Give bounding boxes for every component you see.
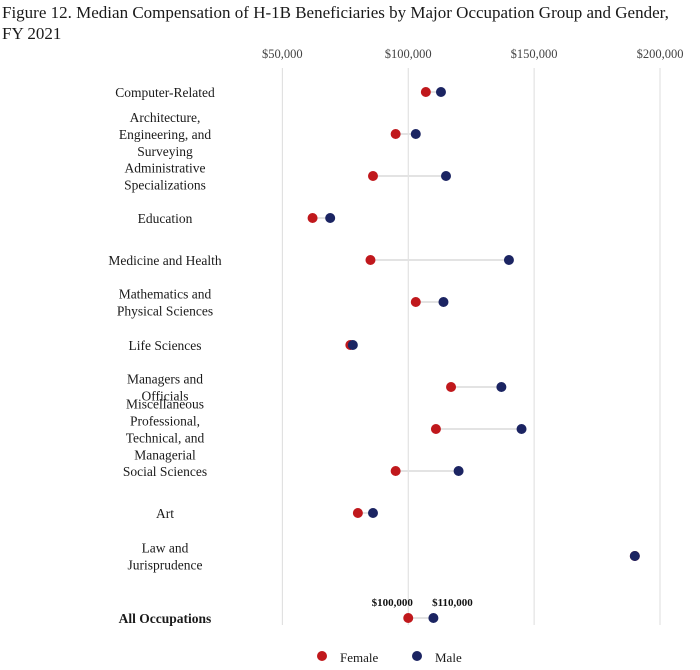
male-point (441, 171, 451, 181)
category-label: Computer-Related (115, 85, 215, 100)
category-label: Medicine and Health (108, 253, 221, 268)
legend-female-label: Female (340, 650, 378, 665)
category-label: Architecture, (130, 110, 201, 125)
female-point (367, 171, 378, 181)
x-axis-ticks: $50,000 $100,000 $150,000 $200,000 (262, 47, 683, 61)
female-point (352, 508, 363, 518)
category-label: Technical, and (126, 431, 205, 446)
category-labels: Computer-Related Architecture, Engineering… (108, 85, 221, 626)
legend-female-marker (317, 651, 327, 661)
female-point (390, 466, 401, 476)
category-label: Surveying (137, 144, 193, 159)
x-tick-label: $100,000 (385, 47, 432, 61)
category-label: Administrative (125, 161, 206, 176)
male-point (325, 213, 336, 223)
data-labels: $100,000 $110,000 (372, 597, 474, 609)
x-tick-label: $200,000 (637, 47, 684, 61)
female-data-label: $100,000 (372, 597, 414, 609)
female-point (307, 213, 318, 223)
male-point (410, 129, 421, 139)
gridlines (281, 68, 661, 625)
category-label: Physical Sciences (117, 304, 213, 319)
category-label: Managers and (127, 372, 203, 387)
male-data-label: $110,000 (432, 597, 473, 609)
category-label: Professional, (130, 414, 200, 429)
connector-lines (312, 91, 522, 619)
data-points (307, 87, 640, 623)
x-tick-label: $150,000 (511, 47, 558, 61)
x-tick-label: $50,000 (262, 47, 303, 61)
female-point (430, 424, 441, 434)
female-point (410, 297, 421, 307)
category-label: Law and (142, 541, 189, 556)
category-label: All Occupations (119, 611, 212, 626)
category-label: Officials (142, 389, 189, 404)
category-label: Engineering, and (119, 127, 211, 142)
category-label: Education (138, 211, 193, 226)
male-point (496, 382, 507, 392)
chart-title: Figure 12. Median Compensation of H-1B B… (2, 3, 669, 43)
male-point (516, 424, 527, 434)
category-label: Managerial (134, 448, 196, 463)
female-point (403, 613, 414, 623)
legend: Female Male (317, 650, 462, 665)
category-label: Mathematics and (119, 287, 212, 302)
category-label: Specializations (124, 178, 206, 193)
male-point (435, 87, 446, 97)
category-label: Social Sciences (123, 464, 207, 479)
male-point (367, 508, 378, 518)
male-point (503, 255, 514, 265)
category-label: Life Sciences (128, 338, 201, 353)
legend-male-marker (412, 651, 422, 661)
category-label: Miscellaneous (126, 397, 204, 412)
male-point (428, 613, 439, 623)
male-point (438, 297, 449, 307)
female-point (420, 87, 431, 97)
category-label: Art (156, 506, 174, 521)
female-point (390, 129, 401, 139)
male-point (629, 551, 640, 561)
female-point (446, 382, 457, 392)
female-point (365, 255, 376, 265)
category-label: Jurisprudence (128, 558, 203, 573)
male-point (347, 340, 358, 350)
legend-male-label: Male (435, 650, 462, 665)
male-point (453, 466, 464, 476)
